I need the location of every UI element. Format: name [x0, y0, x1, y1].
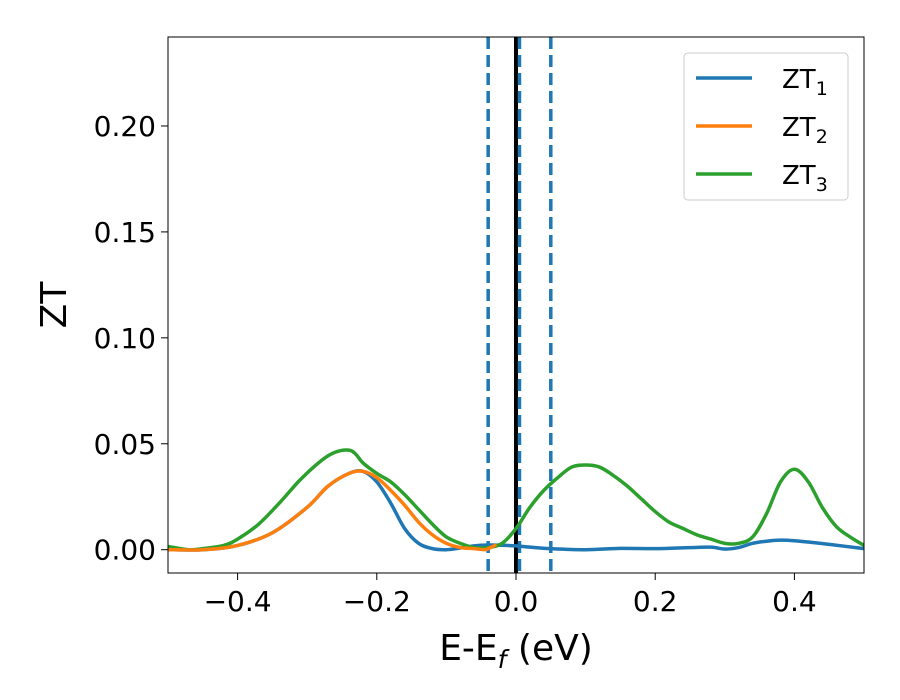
y-tick-label: 0.05 — [94, 428, 156, 461]
legend-box — [683, 52, 849, 201]
series-line-zt2 — [168, 469, 497, 552]
x-axis-label: E-Ef (eV) — [439, 628, 593, 674]
x-axis-label-main: E-E — [439, 628, 497, 669]
x-tick-label: −0.4 — [204, 585, 272, 618]
y-axis-label: ZT — [34, 281, 75, 329]
x-tick-label: 0.2 — [633, 585, 678, 618]
y-tick-label: 0.15 — [94, 216, 156, 249]
y-tick-label: 0.20 — [94, 110, 156, 143]
y-tick-label: 0.00 — [94, 534, 156, 567]
legend-label-zt2: ZT2 — [782, 113, 828, 148]
axes-ticks: −0.4 −0.2 0.0 0.2 0.4 0.00 0.05 0.10 0.15 0.20 — [94, 110, 817, 618]
series-line-zt3 — [168, 448, 864, 552]
legend-label-zt1: ZT1 — [782, 65, 828, 100]
y-tick-label: 0.10 — [94, 322, 156, 355]
legend: ZT1 ZT2 ZT3 — [683, 52, 849, 201]
x-tick-label: −0.2 — [343, 585, 411, 618]
x-tick-label: 0.4 — [772, 585, 817, 618]
plot-area — [168, 37, 864, 573]
axes-frame — [167, 36, 865, 574]
legend-label-zt3: ZT3 — [782, 161, 828, 196]
x-tick-label: 0.0 — [494, 585, 539, 618]
x-axis-label-unit: (eV) — [506, 628, 592, 669]
